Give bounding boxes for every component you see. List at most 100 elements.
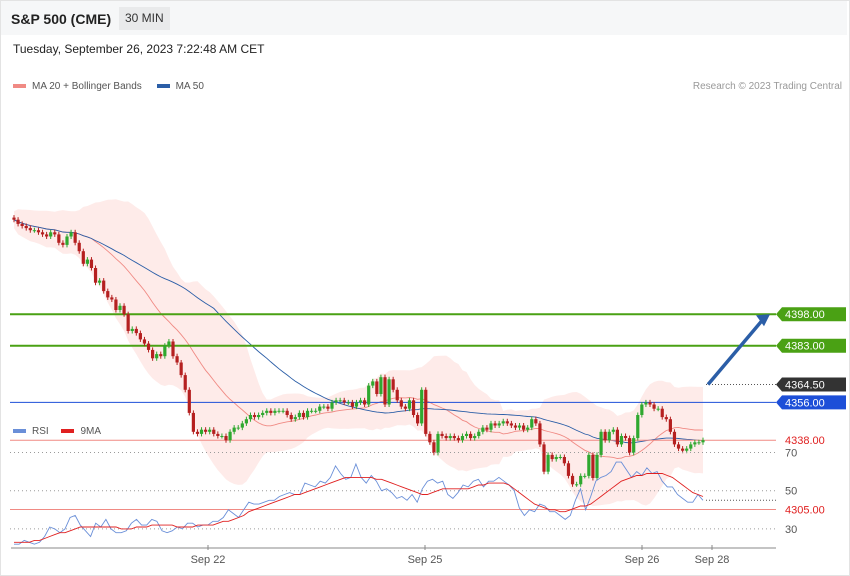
candle-body	[57, 234, 61, 243]
last-level-tag	[776, 377, 846, 392]
candle-body	[652, 404, 656, 409]
candle-body	[289, 415, 293, 420]
candle-body	[428, 433, 432, 443]
candle-body	[591, 454, 595, 478]
candle-body	[314, 410, 318, 412]
candle-body	[469, 433, 473, 439]
candle-body	[493, 423, 497, 426]
candle-body	[424, 389, 428, 434]
candle-body	[118, 305, 122, 310]
ma9-swatch	[61, 429, 75, 434]
candle-body	[281, 410, 285, 412]
rsi-tick-label: 30	[785, 524, 797, 536]
candle-body	[619, 436, 624, 445]
candle-body	[236, 427, 240, 429]
rsi-legend: RSI 9MA	[13, 426, 101, 437]
candle-body	[204, 429, 208, 432]
candle-body	[517, 425, 522, 428]
candle-body	[367, 385, 371, 405]
candle-body	[179, 362, 183, 376]
x-tick-label: Sep 22	[191, 554, 226, 566]
candle-body	[522, 425, 526, 430]
candle-body	[40, 232, 45, 235]
candle-body	[12, 217, 16, 220]
candle-body	[212, 429, 216, 434]
candle-body	[285, 410, 289, 415]
candle-body	[318, 406, 322, 411]
candle-body	[411, 400, 416, 415]
candle-body	[681, 448, 685, 451]
candle-body	[542, 444, 546, 472]
candle-body	[199, 429, 204, 434]
rsi-swatch	[13, 429, 26, 434]
candle-body	[301, 412, 306, 418]
price-legend: MA 20 + Bollinger Bands MA 50	[13, 81, 204, 92]
timestamp: Tuesday, September 26, 2023 7:22:48 AM C…	[13, 42, 265, 56]
candle-body	[473, 436, 477, 439]
candle-body	[110, 297, 114, 300]
candle-body	[297, 412, 301, 418]
candle-body	[89, 259, 94, 268]
candle-body	[583, 475, 587, 477]
ma50-swatch	[156, 84, 170, 89]
candle-body	[391, 379, 395, 390]
candle-body	[36, 230, 41, 233]
candle-body	[448, 436, 452, 439]
candle-body	[607, 431, 611, 441]
candle-body	[420, 389, 424, 424]
candle-body	[138, 333, 142, 340]
candle-body	[697, 442, 701, 444]
candle-body	[383, 377, 387, 405]
candle-body	[648, 402, 652, 405]
candle-body	[244, 419, 248, 424]
candle-body	[252, 415, 257, 418]
candle-body	[558, 457, 562, 458]
candle-body	[277, 410, 281, 412]
candle-body	[171, 341, 175, 357]
candle-body	[656, 408, 660, 410]
candle-body	[346, 402, 350, 404]
candle-body	[615, 429, 619, 445]
candle-body	[403, 406, 407, 409]
candle-body	[61, 242, 65, 245]
pivot-level-tag	[776, 395, 846, 410]
candle-body	[566, 463, 571, 476]
candle-body	[644, 402, 648, 405]
candle-body	[501, 421, 505, 424]
candle-body	[240, 423, 244, 428]
candle-body	[261, 412, 265, 415]
candle-body	[65, 236, 69, 245]
candle-body	[159, 354, 163, 357]
bollinger-band	[14, 199, 703, 507]
candle-body	[509, 423, 513, 426]
candle-body	[436, 433, 440, 453]
candle-body	[248, 415, 253, 420]
candle-body	[603, 431, 607, 441]
candle-body	[693, 442, 697, 445]
candle-body	[293, 417, 297, 420]
candle-body	[187, 389, 191, 413]
ma9-legend-label: 9MA	[80, 426, 102, 437]
candle-body	[513, 425, 518, 428]
candle-body	[102, 280, 106, 292]
candle-body	[664, 417, 668, 420]
candle-body	[20, 223, 24, 226]
candle-body	[636, 415, 640, 439]
candle-body	[363, 400, 367, 405]
x-tick-label: Sep 25	[408, 554, 443, 566]
candle-body	[175, 356, 179, 363]
candle-body	[195, 431, 200, 434]
candle-body	[322, 406, 326, 408]
candle-body	[399, 400, 403, 407]
candle-body	[562, 457, 566, 464]
resistance-level-tag	[776, 338, 846, 353]
candle-body	[538, 423, 542, 445]
rsi-legend-label: RSI	[32, 426, 49, 437]
candle-body	[338, 400, 342, 402]
candle-body	[526, 427, 530, 430]
candle-body	[93, 268, 98, 283]
candle-body	[220, 436, 224, 437]
timeframe-button[interactable]: 30 MIN	[119, 7, 170, 30]
candle-body	[134, 328, 138, 334]
